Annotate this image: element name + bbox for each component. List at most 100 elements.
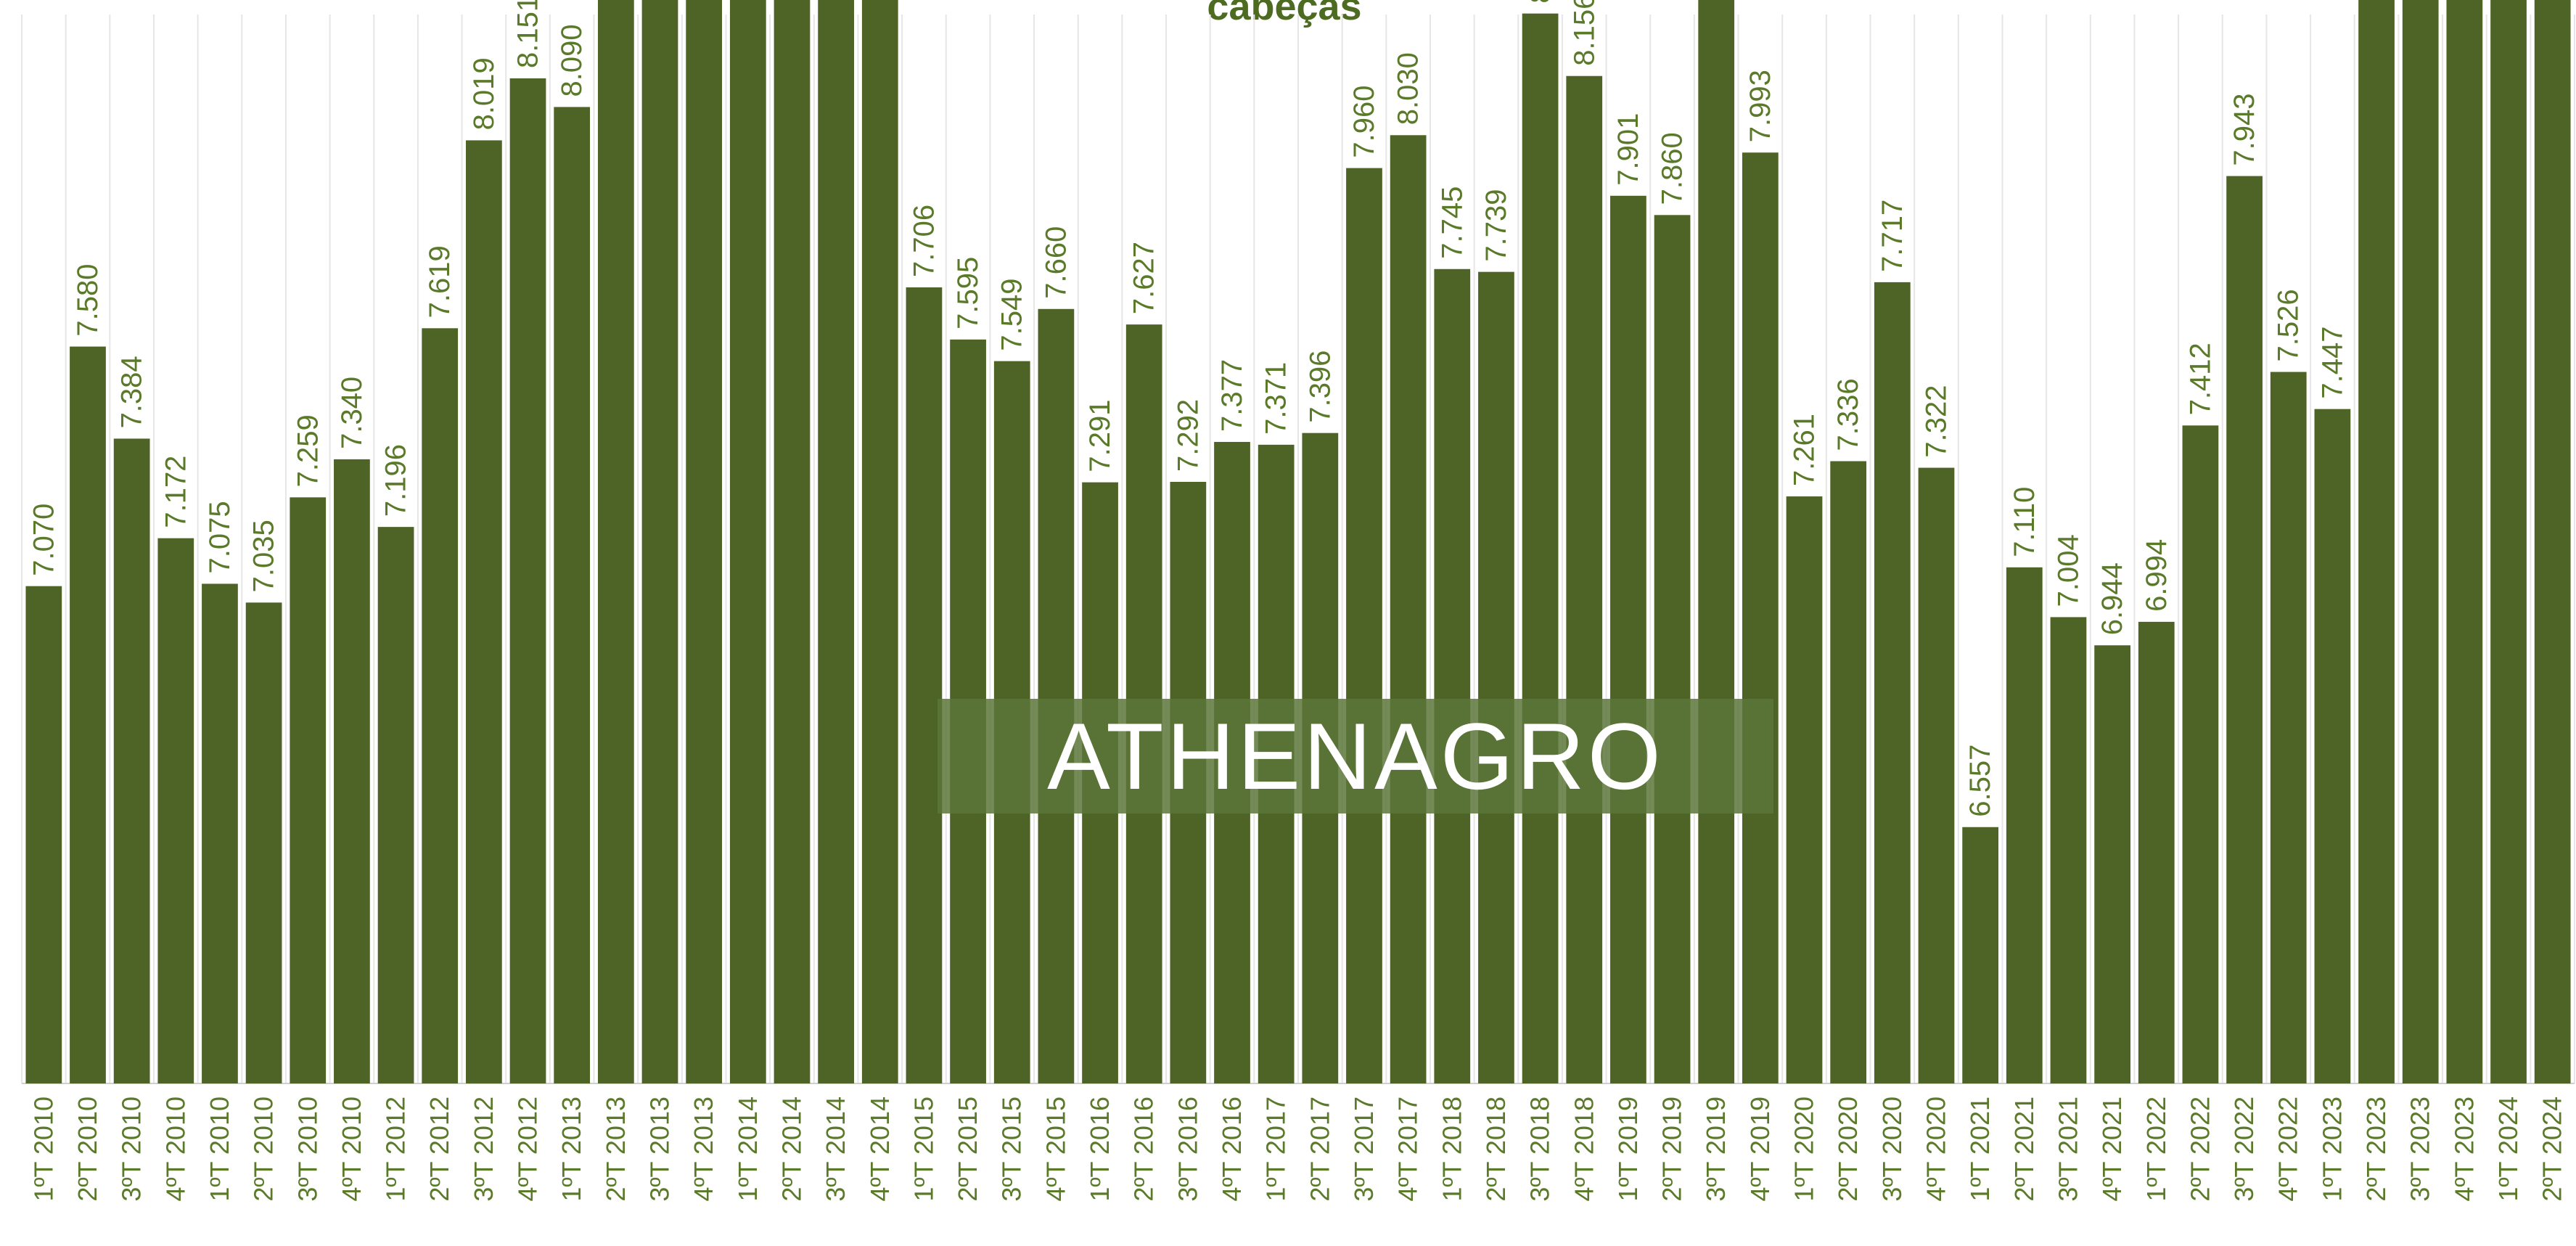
category-label: 4ºT 2012 — [513, 1097, 543, 1202]
value-label: 8.019 — [468, 57, 500, 130]
bar — [774, 0, 811, 1083]
bar — [2446, 0, 2483, 1083]
category-label: 4ºT 2023 — [2449, 1097, 2479, 1202]
category-label: 3ºT 2014 — [821, 1097, 850, 1202]
value-label: 7.259 — [292, 414, 324, 487]
category-label: 2ºT 2020 — [1833, 1097, 1863, 1202]
category-label: 4ºT 2019 — [1745, 1097, 1775, 1202]
bar — [422, 328, 459, 1083]
category-label: 1ºT 2022 — [2141, 1097, 2171, 1202]
bar — [1918, 467, 1955, 1083]
category-label: 1ºT 2018 — [1437, 1097, 1467, 1202]
value-label: 7.447 — [2316, 327, 2348, 399]
bar — [2270, 372, 2307, 1083]
value-label: 7.396 — [1304, 351, 1336, 423]
category-label: 3ºT 2015 — [997, 1097, 1027, 1202]
value-label: 7.291 — [1084, 400, 1116, 472]
category-label: 3ºT 2019 — [1701, 1097, 1731, 1202]
value-label: 7.384 — [116, 356, 148, 428]
category-label: 4ºT 2016 — [1217, 1097, 1247, 1202]
value-label: 7.172 — [160, 456, 192, 528]
category-label: 4ºT 2020 — [1921, 1097, 1951, 1202]
category-label: 4ºT 2022 — [2273, 1097, 2303, 1202]
value-labels: 7.070 7.580 7.384 7.172 7.075 7.035 7.259 7.340… — [28, 0, 2348, 817]
bar — [509, 78, 546, 1083]
value-label: 8.156 — [1568, 0, 1600, 66]
category-label: 2ºT 2013 — [601, 1097, 631, 1202]
category-label: 3ºT 2023 — [2405, 1097, 2435, 1202]
category-label: 3ºT 2012 — [469, 1097, 499, 1202]
bar — [1786, 496, 1823, 1083]
value-label: 7.004 — [2052, 534, 2084, 607]
bar — [2402, 0, 2439, 1083]
category-label: 2ºT 2012 — [424, 1097, 454, 1202]
chart-title: cabeças — [1207, 0, 1362, 28]
category-label: 3ºT 2010 — [292, 1097, 322, 1202]
category-label: 4ºT 2010 — [337, 1097, 366, 1202]
value-label: 7.261 — [1789, 414, 1821, 486]
bar — [2358, 0, 2395, 1083]
category-label: 4ºT 2017 — [1393, 1097, 1423, 1202]
bar — [861, 0, 898, 1084]
value-label: 7.549 — [996, 279, 1028, 351]
value-label: 7.412 — [2184, 343, 2216, 415]
value-label: 7.960 — [1348, 85, 1380, 157]
category-label: 1ºT 2019 — [1613, 1097, 1643, 1202]
value-label: 8.030 — [1392, 52, 1424, 125]
value-label: 7.660 — [1040, 226, 1072, 299]
bar — [2182, 425, 2219, 1083]
bar — [2006, 567, 2043, 1083]
gridlines — [21, 15, 2575, 1084]
value-label: 6.994 — [2141, 539, 2173, 612]
category-label: 3ºT 2022 — [2229, 1097, 2259, 1202]
bar — [729, 0, 766, 1083]
value-label: 7.860 — [1657, 132, 1689, 205]
category-label: 4ºT 2014 — [865, 1097, 895, 1202]
category-labels: 1ºT 2010 2ºT 2010 3ºT 2010 4ºT 2010 1ºT 2010… — [28, 1097, 2567, 1202]
category-label: 2ºT 2010 — [73, 1097, 102, 1202]
bar — [597, 0, 634, 1083]
category-label: 2ºT 2010 — [249, 1097, 279, 1202]
category-label: 3ºT 2020 — [1877, 1097, 1907, 1202]
athenagro-watermark-logo: ATHENAGRO — [938, 699, 1773, 813]
category-label: 3ºT 2018 — [1525, 1097, 1555, 1202]
watermark-text: ATHENAGRO — [1047, 703, 1664, 809]
bar — [1874, 282, 1911, 1084]
bar — [1830, 461, 1867, 1083]
bar — [641, 0, 678, 1083]
value-label: 7.035 — [248, 520, 280, 592]
category-label: 3ºT 2016 — [1173, 1097, 1202, 1202]
category-label: 4ºT 2018 — [1569, 1097, 1599, 1202]
category-label: 2ºT 2024 — [2538, 1097, 2567, 1202]
category-label: 2ºT 2022 — [2185, 1097, 2215, 1202]
category-label: 3ºT 2013 — [645, 1097, 675, 1202]
value-label: 6.557 — [1964, 745, 1996, 817]
bar — [334, 459, 370, 1083]
bar — [1654, 215, 1691, 1083]
category-label: 4ºT 2015 — [1041, 1097, 1070, 1202]
value-label: 7.377 — [1216, 359, 1248, 432]
category-label: 1ºT 2014 — [733, 1097, 763, 1202]
value-label: 7.196 — [380, 444, 412, 517]
value-label: 7.717 — [1876, 200, 1908, 272]
value-label: 7.745 — [1436, 187, 1468, 259]
bar — [1566, 75, 1603, 1084]
bar — [2050, 617, 2087, 1083]
bar — [1962, 827, 1999, 1083]
value-label: 7.627 — [1128, 242, 1160, 314]
bar — [818, 0, 854, 1084]
value-label: 7.340 — [336, 377, 368, 449]
bar — [2534, 0, 2571, 1083]
category-label: 2ºT 2018 — [1481, 1097, 1511, 1202]
bar — [157, 538, 194, 1083]
category-label: 1ºT 2016 — [1085, 1097, 1115, 1202]
category-label: 1ºT 2012 — [381, 1097, 411, 1202]
bar — [113, 438, 150, 1083]
bar — [1038, 308, 1075, 1084]
category-label: 1ºT 2013 — [557, 1097, 586, 1202]
bar — [1390, 135, 1427, 1083]
value-label: 6.944 — [2096, 562, 2128, 635]
bar — [2138, 621, 2175, 1083]
category-label: 3ºT 2021 — [2053, 1097, 2083, 1202]
bar — [1742, 152, 1779, 1084]
